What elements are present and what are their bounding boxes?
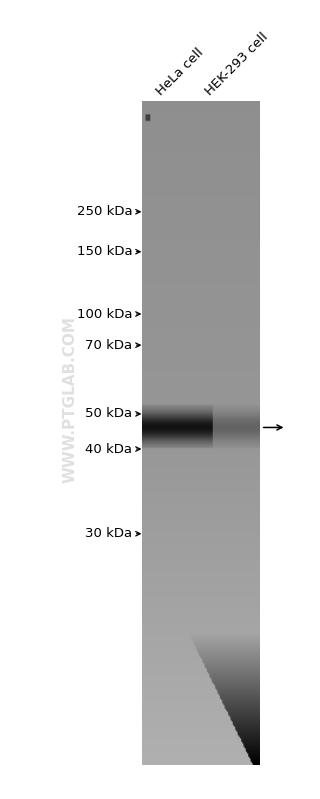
Text: 250 kDa: 250 kDa — [76, 205, 132, 218]
Text: 30 kDa: 30 kDa — [85, 527, 132, 540]
Text: HeLa cell: HeLa cell — [154, 46, 206, 98]
Text: HEK-293 cell: HEK-293 cell — [203, 30, 271, 98]
Text: 150 kDa: 150 kDa — [76, 245, 132, 258]
Text: 50 kDa: 50 kDa — [85, 407, 132, 420]
Text: 100 kDa: 100 kDa — [77, 308, 132, 320]
Text: WWW.PTGLAB.COM: WWW.PTGLAB.COM — [63, 316, 78, 483]
Text: 70 kDa: 70 kDa — [85, 339, 132, 352]
Text: 40 kDa: 40 kDa — [85, 443, 132, 455]
